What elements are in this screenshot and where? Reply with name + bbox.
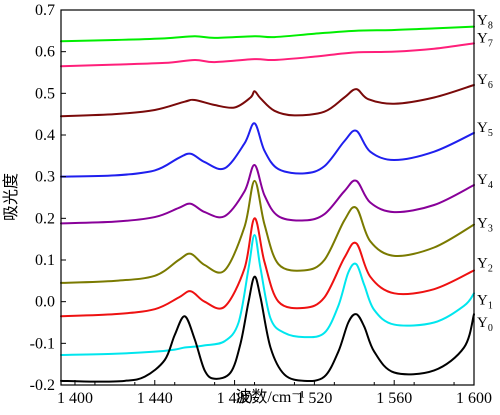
series-label-y7: Y7 <box>477 30 493 49</box>
series-line-y7 <box>60 42 475 68</box>
series-line-y3 <box>60 179 475 284</box>
y-axis-title: 吸光度 <box>2 173 20 221</box>
y-tick-label: -0.1 <box>30 335 55 352</box>
y-tick-label: 0.5 <box>35 85 55 102</box>
series-label-y4: Y4 <box>477 172 493 191</box>
series-label-y3: Y3 <box>477 216 493 235</box>
series-label-y8: Y8 <box>477 13 493 32</box>
x-tick-label: 1 440 <box>137 390 173 407</box>
y-tick-label: 0.0 <box>35 294 55 311</box>
series-label-y5: Y5 <box>477 120 493 139</box>
y-tick-label: -0.2 <box>30 377 55 394</box>
series-label-y0: Y0 <box>477 315 493 334</box>
series-line-y8 <box>60 25 475 43</box>
y-tick-label: 0.3 <box>35 169 55 186</box>
series-label-y6: Y6 <box>477 72 493 91</box>
x-tick-label: 1 560 <box>376 390 412 407</box>
x-tick-label: 1 480 <box>217 390 253 407</box>
x-tick-label: 1 400 <box>57 390 93 407</box>
x-axis-title: 波数/cm⁻¹ <box>235 388 304 406</box>
series-label-y2: Y2 <box>477 255 493 274</box>
series-line-y5 <box>60 122 475 178</box>
y-axis-ticks: -0.2 -0.1 0.0 0.1 0.2 0.3 0.4 0.5 0.6 0.7 <box>30 2 66 394</box>
series-line-y4 <box>60 163 475 225</box>
series-layer <box>60 25 475 383</box>
y-tick-label: 0.6 <box>35 44 55 61</box>
y-tick-label: 0.4 <box>35 127 55 144</box>
y-tick-label: 0.7 <box>35 2 55 19</box>
y-tick-label: 0.1 <box>35 252 55 269</box>
x-tick-label: 1 600 <box>456 390 492 407</box>
series-line-y6 <box>60 84 475 118</box>
x-tick-label: 1 520 <box>296 390 332 407</box>
series-line-y2 <box>60 217 475 318</box>
y-tick-label: 0.2 <box>35 210 55 227</box>
series-label-y1: Y1 <box>477 292 493 311</box>
x-axis-ticks: 1 400 1 440 1 480 1 520 1 560 1 600 <box>57 380 492 407</box>
plot-frame <box>60 9 475 386</box>
series-line-y1 <box>60 234 475 356</box>
series-line-y0 <box>60 275 475 383</box>
